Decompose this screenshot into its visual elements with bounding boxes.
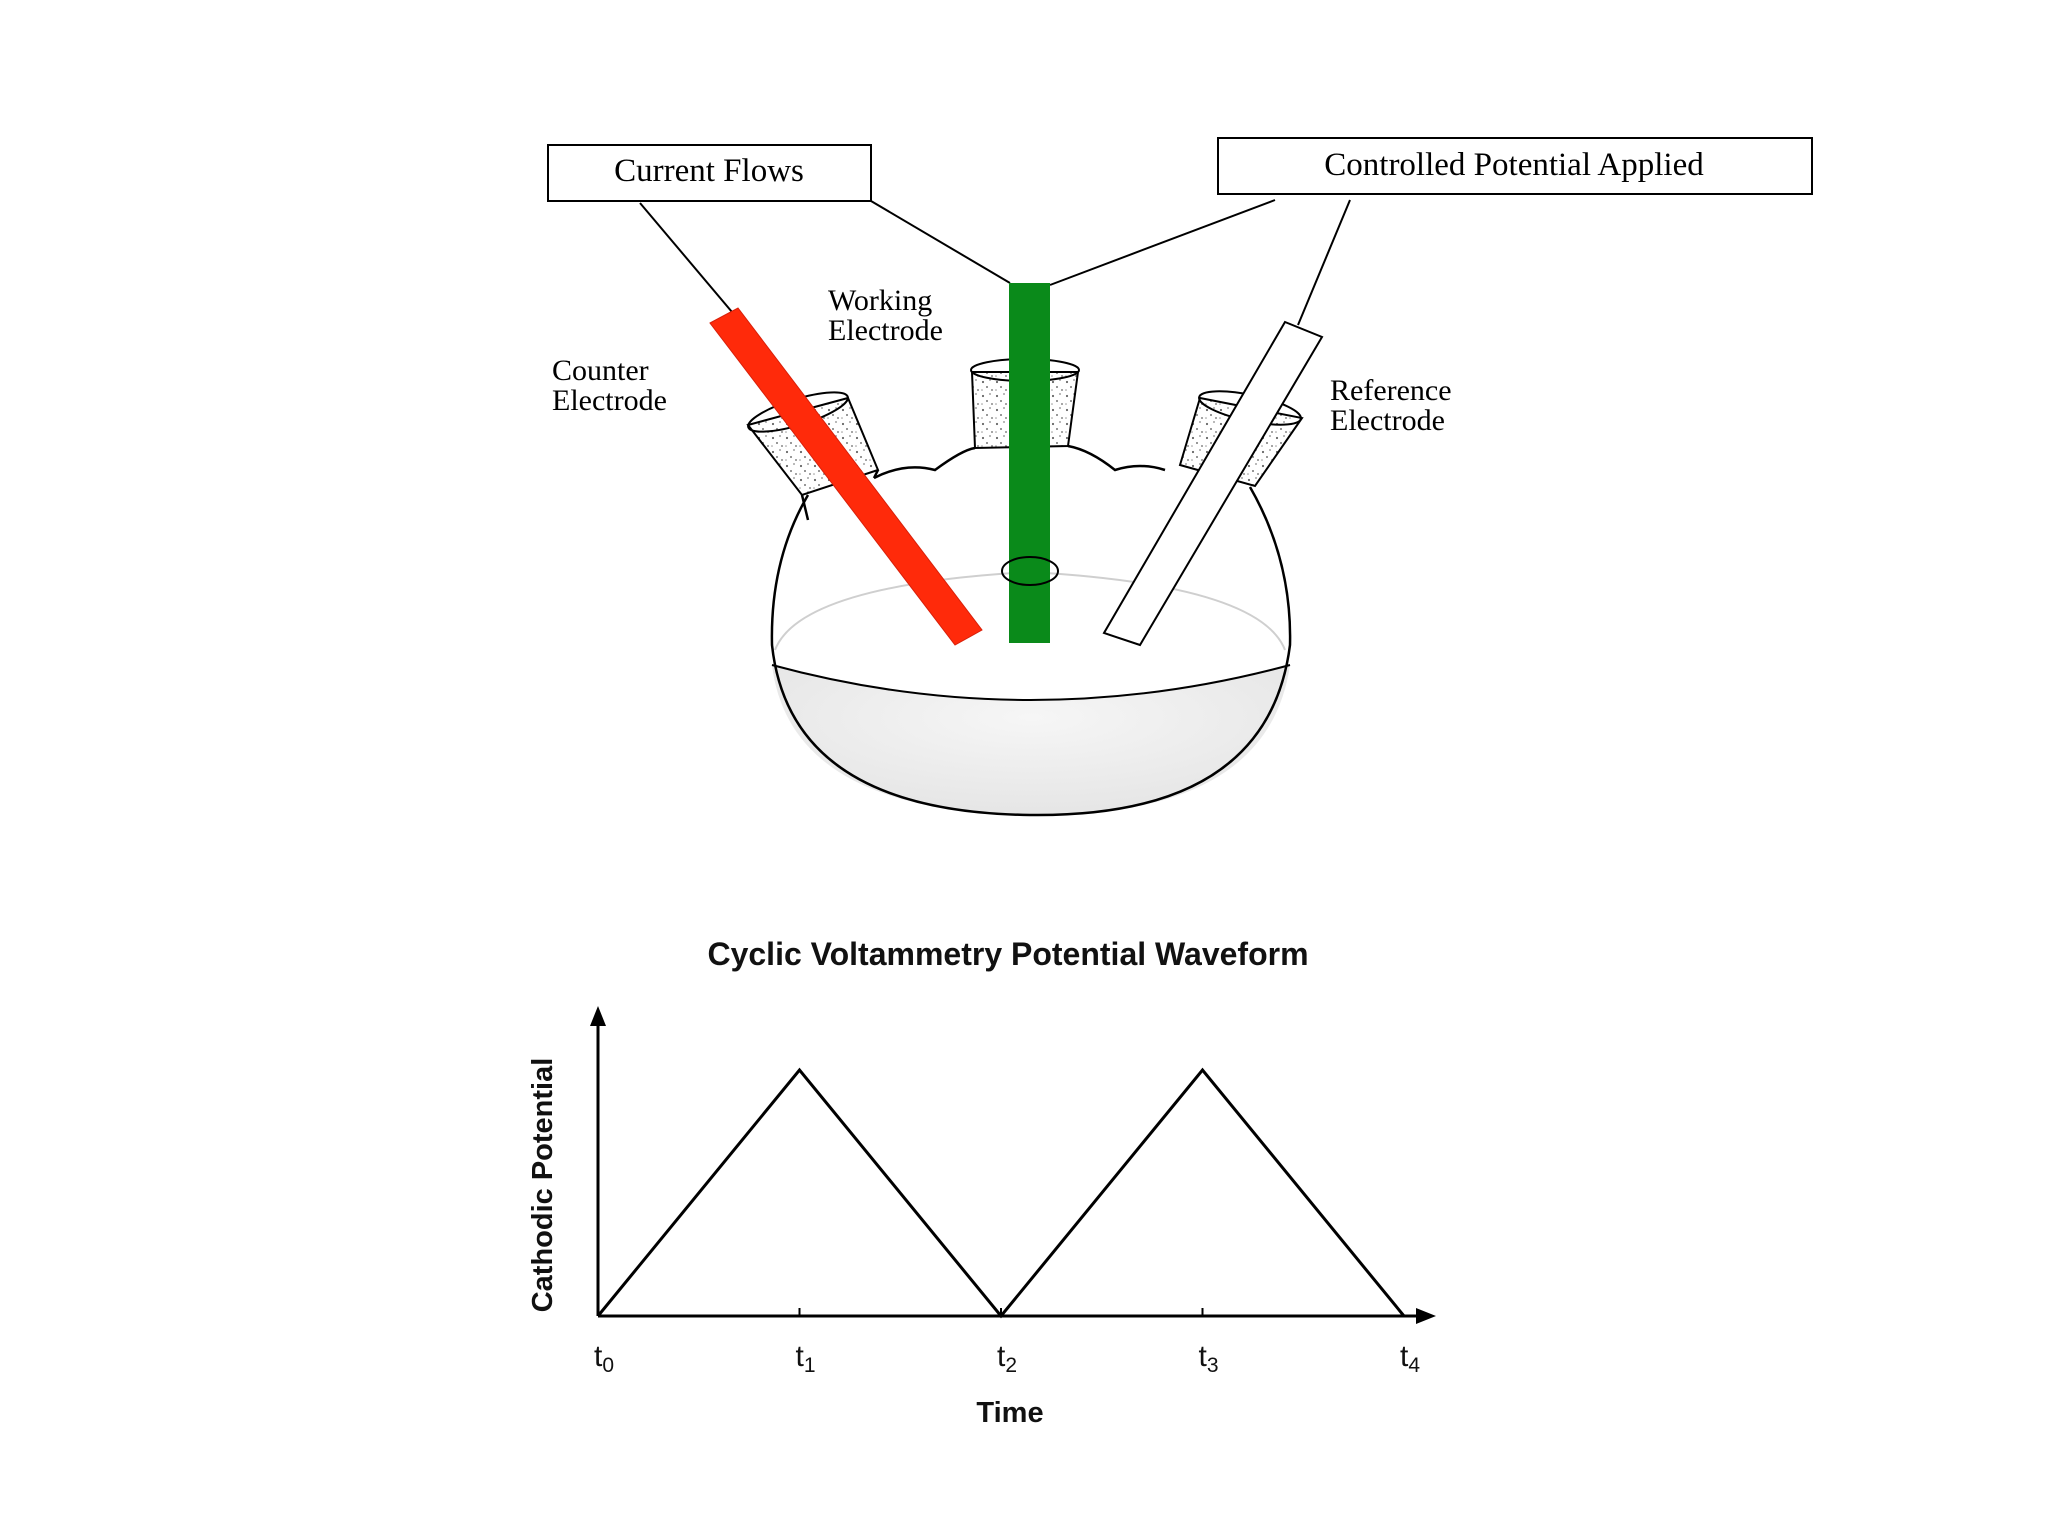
- x-tick-label: t3: [1198, 1340, 1218, 1377]
- solution-surface: [771, 664, 1291, 701]
- x-tick-label-base: t: [997, 1340, 1006, 1373]
- x-tick-label: t1: [795, 1340, 815, 1377]
- controlled-potential-box: [1217, 137, 1813, 195]
- reference-electrode: [1102, 320, 1324, 647]
- x-tick-label: t0: [594, 1340, 614, 1377]
- reference-label-line2: Electrode: [1330, 404, 1445, 437]
- reference-electrode-label: Reference Electrode: [1330, 374, 1452, 437]
- x-tick-label-base: t: [795, 1340, 804, 1373]
- round-bottom-flask: [770, 444, 1292, 817]
- leader-current-to-working: [870, 200, 1011, 284]
- flask-outline: [770, 486, 1292, 817]
- leader-lines: [639, 199, 1351, 326]
- y-axis-arrowhead: [590, 1006, 606, 1026]
- x-tick-label: t2: [997, 1340, 1017, 1377]
- waveform-chart: Cyclic Voltammetry Potential Waveform Ca…: [527, 936, 1436, 1429]
- current-flows-box: [547, 144, 872, 202]
- working-label-line2: Electrode: [828, 314, 943, 347]
- reference-label-line1: Reference: [1330, 374, 1452, 407]
- current-flows-callout: Current Flows: [547, 144, 872, 202]
- current-flows-text: Current Flows: [614, 153, 804, 189]
- x-tick-label-subscript: 1: [804, 1354, 816, 1377]
- leader-potential-to-working: [1049, 199, 1276, 286]
- electrochemical-cell: Current Flows Controlled Potential Appli…: [547, 137, 1813, 817]
- x-axis-label: Time: [976, 1397, 1043, 1429]
- working-electrode-tip-ring: [1001, 556, 1059, 586]
- x-tick-label-base: t: [1198, 1340, 1207, 1373]
- counter-label-line2: Electrode: [552, 384, 667, 417]
- working-electrode-label: Working Electrode: [828, 284, 943, 347]
- leader-potential-to-reference: [1297, 199, 1351, 326]
- chart-title: Cyclic Voltammetry Potential Waveform: [707, 936, 1308, 972]
- flask-shoulder: [873, 444, 1166, 480]
- counter-label-line1: Counter: [552, 354, 649, 387]
- controlled-potential-text: Controlled Potential Applied: [1324, 147, 1704, 183]
- counter-electrode: [709, 307, 983, 646]
- axes: [590, 1006, 1436, 1324]
- x-tick-label-subscript: 0: [602, 1354, 614, 1377]
- x-tick-label-subscript: 3: [1207, 1354, 1219, 1377]
- controlled-potential-callout: Controlled Potential Applied: [1217, 137, 1813, 195]
- working-label-line1: Working: [828, 284, 932, 317]
- x-tick-label-subscript: 2: [1005, 1354, 1017, 1377]
- y-axis-label: Cathodic Potential: [527, 1058, 559, 1313]
- counter-electrode-label: Counter Electrode: [552, 354, 667, 417]
- x-tick-label-subscript: 4: [1408, 1354, 1420, 1377]
- working-electrode: [1009, 283, 1050, 643]
- x-tick-label-base: t: [594, 1340, 603, 1373]
- solution-fill: [772, 665, 1290, 816]
- x-axis-arrowhead: [1416, 1308, 1436, 1324]
- potential-waveform-line: [596, 1067, 1406, 1319]
- left-neck-glass: [800, 469, 880, 521]
- x-tick-labels: t0 t1 t2 t3 t4: [594, 1340, 1420, 1377]
- leader-current-to-counter: [639, 202, 733, 313]
- x-tick-label-base: t: [1400, 1340, 1409, 1373]
- x-tick-label: t4: [1400, 1340, 1420, 1377]
